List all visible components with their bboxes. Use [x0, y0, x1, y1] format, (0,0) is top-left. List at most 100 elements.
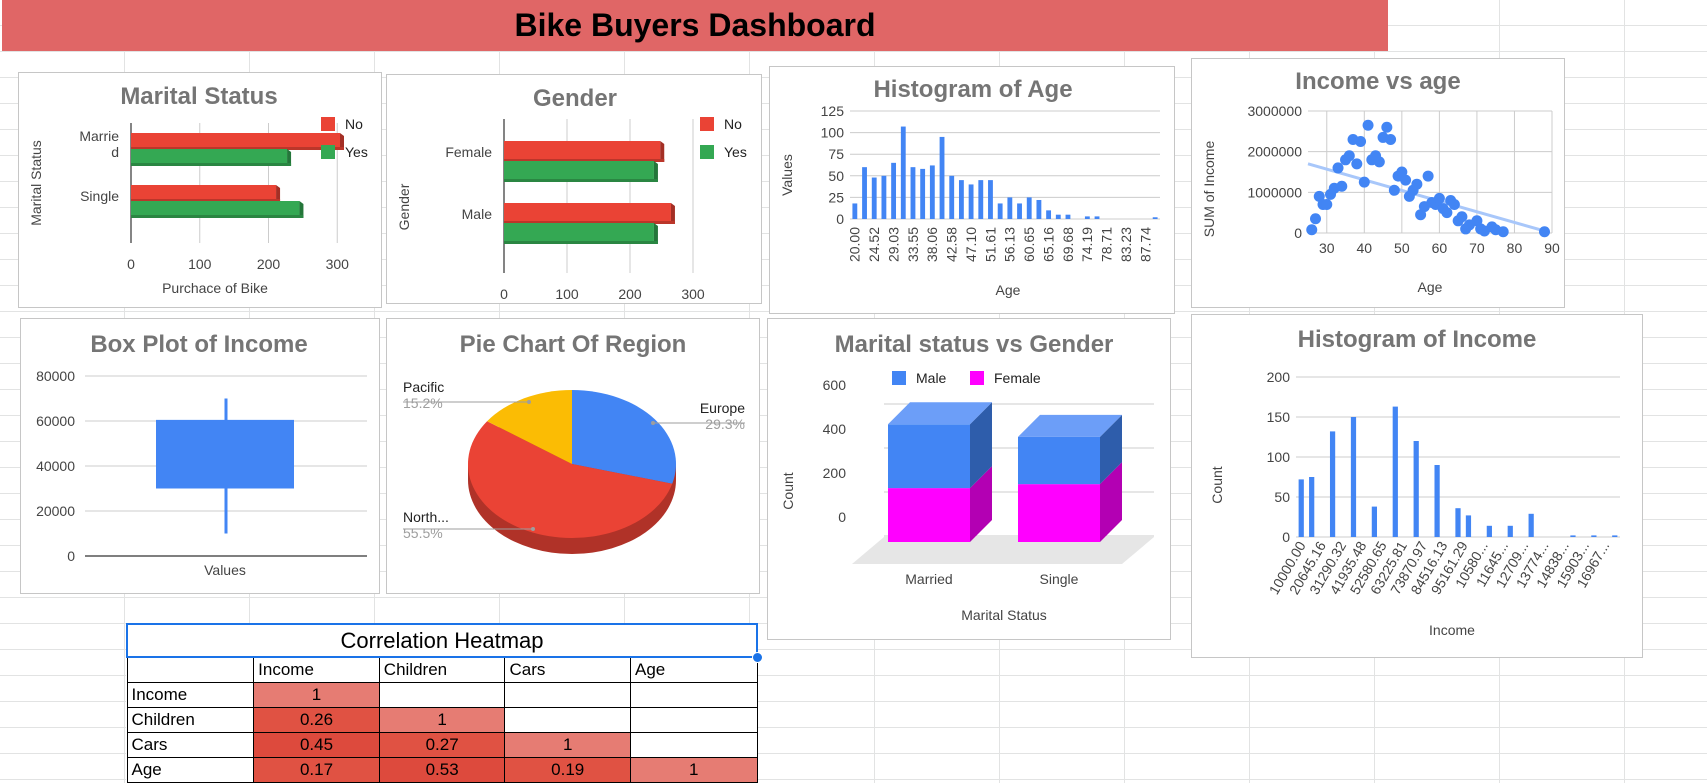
bar-bottom [504, 241, 658, 244]
heatmap-row-label[interactable]: Income [126, 681, 255, 708]
heatmap-cell[interactable]: 0.17 [253, 756, 380, 783]
marital-vs-gender-chart[interactable]: Marital status vs Gender Male Female 0 200 40… [767, 318, 1171, 640]
data-point [1433, 192, 1445, 204]
selection-resize-handle[interactable] [752, 652, 763, 663]
pie-slice [487, 390, 572, 464]
x-tick-label: 300 [681, 286, 705, 302]
heatmap-row-label[interactable]: Cars [126, 731, 255, 758]
x-tick-label: 33.55 [905, 227, 921, 262]
x-axis-title: Income [1429, 622, 1475, 638]
gender-chart[interactable]: Gender 0 100 200 300 Female Male Gender No Yes [386, 74, 762, 304]
y-tick-label: 3000000 [1247, 103, 1302, 119]
marital-status-svg: Marital Status0100200300400MarriedSingle… [28, 83, 368, 296]
category-label: Single [1040, 571, 1079, 587]
x-tick-label: 83.23 [1118, 227, 1134, 262]
heatmap-cell[interactable]: 0.19 [504, 756, 631, 783]
x-axis-title: Marital Status [961, 607, 1047, 623]
y-axis-title: Count [780, 472, 796, 509]
data-point [1306, 224, 1318, 236]
heatmap-cell[interactable] [629, 706, 758, 733]
heatmap-cell[interactable]: 0.45 [253, 731, 380, 758]
age-histogram-svg: Histogram of Age 0 25 50 75 100 125 20.00 24.52 2… [779, 76, 1160, 298]
heatmap-cell[interactable]: 0.27 [378, 731, 506, 758]
age-histogram-chart[interactable]: Histogram of Age 0 25 50 75 100 125 20.00 24.52 2… [769, 66, 1175, 314]
income-vs-age-chart[interactable]: Income vs age 0 1000000 2000000 3000000 30 40 5… [1191, 58, 1565, 308]
heatmap-row: Age 0.17 0.53 0.19 1 [126, 756, 758, 783]
bar [862, 167, 867, 219]
y-tick-label: 600 [823, 377, 847, 393]
heatmap-col-header[interactable]: Age [629, 656, 758, 683]
data-point [1332, 162, 1344, 174]
x-tick-label: 100 [555, 286, 579, 302]
bar-bottom [131, 199, 281, 202]
x-tick-label: 60.65 [1021, 227, 1037, 262]
category-label: Marrie [79, 128, 119, 144]
bar-segment [1018, 484, 1100, 542]
heatmap-col-header[interactable]: Children [378, 656, 506, 683]
gender-svg: Gender 0 100 200 300 Female Male Gender No Yes [396, 85, 747, 302]
slice-label: Europe [700, 400, 745, 416]
heatmap-cell[interactable]: 1 [629, 756, 758, 783]
heatmap-cell[interactable]: 1 [504, 731, 631, 758]
heatmap-cell[interactable]: 0.26 [253, 706, 380, 733]
heatmap-col-header[interactable]: Income [253, 656, 380, 683]
x-tick-label: 87.74 [1137, 227, 1153, 262]
heatmap-row-label[interactable]: Children [126, 706, 255, 733]
bar [131, 133, 340, 147]
region-pie-chart[interactable]: Pie Chart Of Region Europe 29.3% North... 55… [386, 318, 760, 594]
y-tick-label: 0 [1282, 529, 1290, 545]
label-leader-dot [531, 527, 535, 531]
bar [1591, 535, 1597, 537]
heatmap-cell[interactable] [504, 706, 631, 733]
y-tick-label: 50 [1274, 489, 1290, 505]
x-tick-label: 90 [1544, 240, 1560, 256]
bar [1055, 214, 1061, 219]
label-leader-dot [651, 421, 655, 425]
x-tick-label: 200 [618, 286, 642, 302]
bar [939, 136, 945, 219]
data-point [1497, 226, 1509, 238]
bar-bottom [131, 215, 304, 218]
heatmap-col-header[interactable]: Cars [504, 656, 631, 683]
heatmap-cell[interactable]: 0.53 [378, 756, 506, 783]
legend-swatch [700, 117, 714, 131]
income-boxplot-svg: Box Plot of Income 0 20000 40000 60000 80000 V… [36, 331, 367, 578]
bar [910, 167, 916, 219]
y-tick-label: 0 [1294, 225, 1302, 241]
bar-side [1100, 414, 1122, 485]
bar [1026, 197, 1032, 219]
bar-bottom [504, 179, 658, 182]
bar [1570, 535, 1576, 537]
legend-swatch [892, 371, 906, 385]
bar-top [1018, 414, 1122, 437]
bar [900, 126, 906, 219]
heatmap-cell[interactable]: 1 [378, 706, 506, 733]
bar-bottom [131, 163, 292, 166]
income-boxplot-chart[interactable]: Box Plot of Income 0 20000 40000 60000 80000 V… [20, 318, 380, 594]
y-tick-label: 60000 [36, 413, 75, 429]
x-axis-title: Age [1418, 279, 1443, 295]
heatmap-title[interactable]: Correlation Heatmap [126, 623, 758, 658]
bar [958, 180, 964, 219]
marital-status-chart[interactable]: Marital Status0100200300400MarriedSingle… [18, 72, 382, 308]
bar-side [276, 185, 281, 202]
heatmap-cell[interactable] [378, 681, 506, 708]
heatmap-cell[interactable] [629, 731, 758, 758]
x-tick-label: 100 [188, 256, 212, 272]
bar [504, 223, 654, 241]
heatmap-cell[interactable] [629, 681, 758, 708]
y-tick-label: 100 [1267, 449, 1291, 465]
bar [1434, 465, 1440, 537]
x-tick-label: 78.71 [1099, 227, 1115, 262]
heatmap-corner-cell[interactable] [126, 656, 255, 683]
y-axis-title: Values [779, 154, 795, 196]
heatmap-cell[interactable] [504, 681, 631, 708]
bar-bottom [504, 221, 675, 224]
bar-side [653, 223, 658, 244]
heatmap-row-label[interactable]: Age [126, 756, 255, 783]
y-tick-label: 20000 [36, 503, 75, 519]
x-tick-label: 80 [1507, 240, 1523, 256]
x-tick-label: 200 [257, 256, 281, 272]
heatmap-cell[interactable]: 1 [253, 681, 380, 708]
income-histogram-chart[interactable]: Histogram of Income 0 50 100 150 200 10000.00 2… [1191, 314, 1643, 658]
